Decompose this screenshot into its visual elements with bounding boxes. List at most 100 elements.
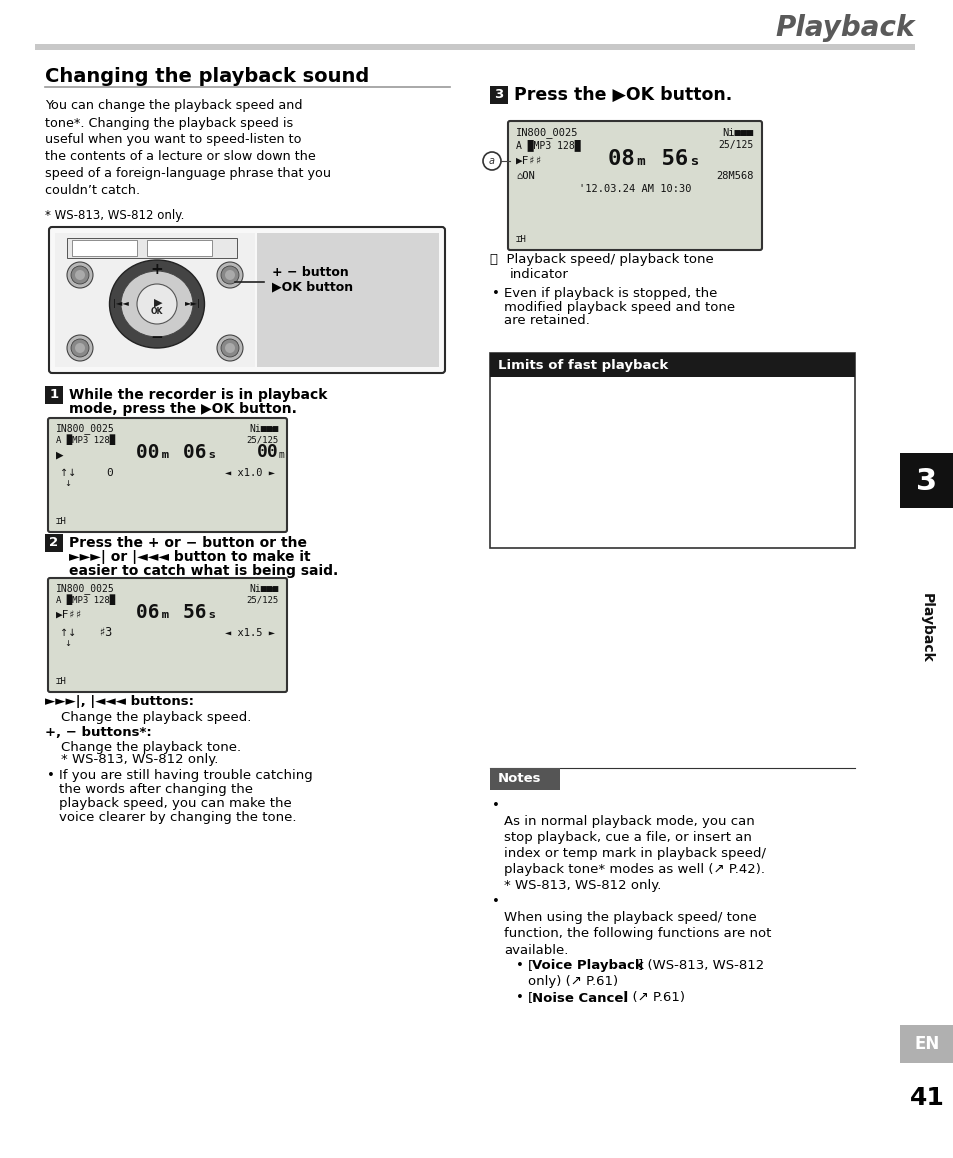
Text: function, the following functions are not: function, the following functions are no… <box>503 928 771 940</box>
Text: ▶: ▶ <box>153 298 162 308</box>
Text: ♯3: ♯3 <box>98 626 112 639</box>
Text: Noise Cancel: Noise Cancel <box>532 991 627 1004</box>
Text: + − button: + − button <box>272 265 349 279</box>
Text: •: • <box>516 991 523 1004</box>
Bar <box>35 44 914 50</box>
Text: As in normal playback mode, you can: As in normal playback mode, you can <box>503 815 754 828</box>
Text: 3: 3 <box>916 467 937 496</box>
Text: A █MP3 128█: A █MP3 128█ <box>56 595 115 606</box>
Circle shape <box>225 343 234 353</box>
Circle shape <box>221 266 239 284</box>
Circle shape <box>225 270 234 280</box>
Circle shape <box>71 266 89 284</box>
Text: |◄◄: |◄◄ <box>113 300 129 308</box>
Text: ◄ x1.5 ►: ◄ x1.5 ► <box>225 628 274 638</box>
Text: Ni■■■: Ni■■■ <box>250 584 278 594</box>
Text: a: a <box>489 156 495 166</box>
Text: 1: 1 <box>50 388 58 402</box>
Bar <box>899 453 953 508</box>
Text: Playback: Playback <box>775 14 914 42</box>
Text: speed of a foreign-language phrase that you: speed of a foreign-language phrase that … <box>45 168 331 181</box>
Text: ] (↗ P.61): ] (↗ P.61) <box>622 991 684 1004</box>
Text: Even if playback is stopped, the: Even if playback is stopped, the <box>503 286 717 300</box>
Text: 0: 0 <box>107 468 113 478</box>
Text: ▶: ▶ <box>56 448 64 462</box>
Text: •: • <box>492 799 499 813</box>
Text: ↓: ↓ <box>65 478 71 488</box>
Bar <box>55 233 254 367</box>
Bar <box>490 86 507 104</box>
Text: ⌶H: ⌶H <box>516 235 526 243</box>
Circle shape <box>75 270 85 280</box>
Text: 25/125: 25/125 <box>718 140 753 151</box>
Text: ⓐ  Playback speed/ playback tone: ⓐ Playback speed/ playback tone <box>490 254 713 266</box>
Bar <box>147 240 212 256</box>
Text: * WS-813, WS-812 only.: * WS-813, WS-812 only. <box>45 210 184 222</box>
Bar <box>71 240 137 256</box>
Text: indicator: indicator <box>510 267 568 280</box>
FancyBboxPatch shape <box>507 120 761 250</box>
Circle shape <box>216 335 243 361</box>
Text: only) (↗ P.61): only) (↗ P.61) <box>527 975 618 989</box>
Text: ►►|: ►►| <box>185 300 201 308</box>
Text: back. In such a case, reduce the speed: back. In such a case, reduce the speed <box>499 442 760 455</box>
Text: 06ₘ 56ₛ: 06ₘ 56ₛ <box>135 603 218 623</box>
Text: ↓: ↓ <box>65 638 71 647</box>
Text: tone*. Changing the playback speed is: tone*. Changing the playback speed is <box>45 117 293 130</box>
Text: Ni■■■: Ni■■■ <box>250 424 278 434</box>
Text: 3: 3 <box>494 88 503 102</box>
Text: If you are still having trouble catching: If you are still having trouble catching <box>59 770 313 783</box>
Bar <box>490 768 559 790</box>
Text: ] (WS-813, WS-812: ] (WS-813, WS-812 <box>638 960 763 973</box>
Circle shape <box>67 335 92 361</box>
Text: ↑↓: ↑↓ <box>60 468 76 478</box>
Text: of fast playback.: of fast playback. <box>499 461 610 474</box>
Circle shape <box>71 339 89 357</box>
Text: ▶F♯♯: ▶F♯♯ <box>516 156 542 166</box>
Text: Change the playback speed.: Change the playback speed. <box>61 711 251 724</box>
Text: ►►►| or |◄◄◄ button to make it: ►►►| or |◄◄◄ button to make it <box>69 550 311 564</box>
Text: ⌂ON: ⌂ON <box>516 171 535 181</box>
Text: ⌶H: ⌶H <box>56 677 67 687</box>
Text: ▶F♯♯: ▶F♯♯ <box>56 610 83 620</box>
Text: A █MP3 128█: A █MP3 128█ <box>56 434 115 446</box>
Text: •: • <box>47 770 55 783</box>
Text: the contents of a lecture or slow down the: the contents of a lecture or slow down t… <box>45 151 315 163</box>
Bar <box>899 1025 953 1063</box>
Text: 2: 2 <box>50 536 58 550</box>
Circle shape <box>221 339 239 357</box>
Text: +, − buttons*:: +, − buttons*: <box>45 726 152 739</box>
Text: stop playback, cue a file, or insert an: stop playback, cue a file, or insert an <box>503 831 751 844</box>
Bar <box>67 239 236 258</box>
FancyBboxPatch shape <box>48 578 287 692</box>
Circle shape <box>216 262 243 288</box>
Text: Notes: Notes <box>497 772 541 785</box>
Text: Limits of fast playback: Limits of fast playback <box>497 359 667 372</box>
Text: ⌶H: ⌶H <box>56 518 67 527</box>
Text: the words after changing the: the words after changing the <box>59 784 253 797</box>
Text: 00: 00 <box>257 444 278 461</box>
Bar <box>45 386 63 404</box>
Text: Normal operation may not be available: Normal operation may not be available <box>499 388 760 402</box>
Text: and the bit rate of the file to be played: and the bit rate of the file to be playe… <box>499 425 760 438</box>
Ellipse shape <box>110 261 204 349</box>
Text: OK: OK <box>151 307 163 315</box>
Text: modified playback speed and tone: modified playback speed and tone <box>503 300 735 314</box>
Text: Changing the playback sound: Changing the playback sound <box>45 66 369 86</box>
FancyBboxPatch shape <box>49 227 444 373</box>
Text: You can change the playback speed and: You can change the playback speed and <box>45 100 302 112</box>
Text: 28M568: 28M568 <box>716 171 753 181</box>
Text: voice clearer by changing the tone.: voice clearer by changing the tone. <box>59 812 296 824</box>
Text: * WS-813, WS-812 only.: * WS-813, WS-812 only. <box>503 879 660 893</box>
Text: playback speed, you can make the: playback speed, you can make the <box>59 798 292 811</box>
Text: easier to catch what is being said.: easier to catch what is being said. <box>69 564 338 578</box>
Text: m: m <box>278 450 285 460</box>
Bar <box>256 233 438 367</box>
Ellipse shape <box>121 271 193 337</box>
Text: 25/125: 25/125 <box>247 435 278 445</box>
Text: 00ₘ 06ₛ: 00ₘ 06ₛ <box>135 444 218 462</box>
Text: EN: EN <box>913 1035 939 1053</box>
Text: couldn’t catch.: couldn’t catch. <box>45 184 140 198</box>
Text: Press the + or − button or the: Press the + or − button or the <box>69 536 307 550</box>
Text: When using the playback speed/ tone: When using the playback speed/ tone <box>503 911 756 924</box>
